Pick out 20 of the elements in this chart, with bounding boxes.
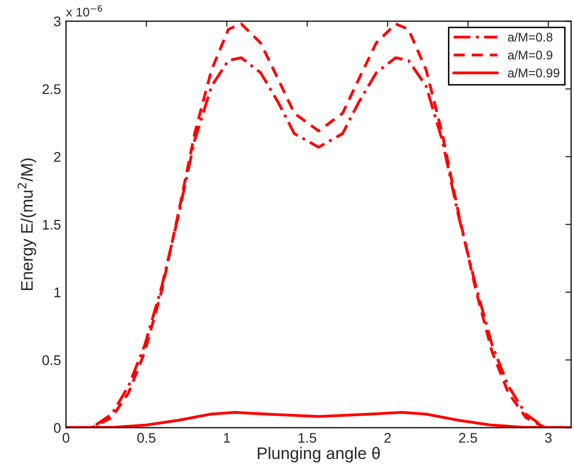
legend-label: a/M=0.9	[508, 50, 552, 60]
y-axis-title: Energy E/(mu$^{2}$/M)	[18, 158, 36, 290]
legend-label: a/M=0.8	[508, 32, 552, 42]
y-tick-label: 1	[54, 288, 60, 298]
text: x 10$^{−6}$	[66, 5, 102, 17]
x-axis-title: Plunging angle θ	[258, 446, 380, 462]
x-tick-label: 1	[224, 433, 230, 443]
x-tick-label: 3	[545, 432, 552, 443]
y-tick-label: 2	[54, 152, 60, 162]
x-tick-label: 0	[62, 432, 70, 443]
x-tick-label: 1.5	[298, 433, 316, 443]
y-tick-label: 2.5	[42, 84, 61, 94]
x-tick-label: 2.5	[459, 432, 478, 443]
y-tick-label: 1.5	[42, 220, 61, 230]
y-tick-label: 3	[54, 16, 61, 26]
x-tick-label: 2	[384, 432, 391, 443]
x-tick-label: 0.5	[137, 432, 156, 443]
y-tick-label: 0	[54, 423, 61, 433]
y-tick-label: 0.5	[42, 355, 61, 366]
legend-label: a/M=0.99	[508, 68, 560, 78]
